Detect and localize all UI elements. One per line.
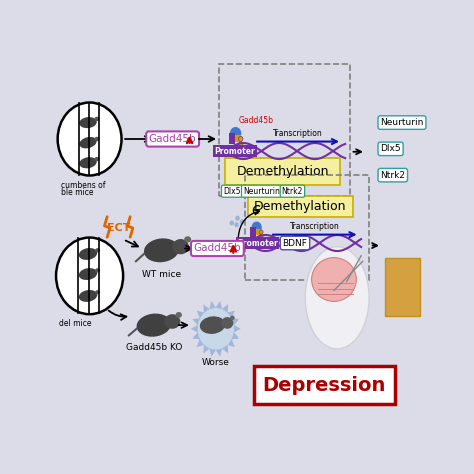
FancyBboxPatch shape	[385, 258, 420, 316]
FancyBboxPatch shape	[248, 196, 353, 218]
Circle shape	[240, 219, 244, 224]
Polygon shape	[222, 345, 228, 354]
Polygon shape	[192, 332, 200, 339]
Polygon shape	[191, 325, 198, 332]
Ellipse shape	[79, 157, 97, 168]
Polygon shape	[232, 318, 239, 325]
Circle shape	[259, 230, 263, 234]
Polygon shape	[192, 318, 200, 325]
Ellipse shape	[95, 248, 100, 253]
Text: Gadd45b: Gadd45b	[193, 244, 241, 254]
FancyBboxPatch shape	[250, 227, 256, 237]
Polygon shape	[232, 332, 239, 339]
Text: Ntrk2: Ntrk2	[282, 187, 303, 196]
Ellipse shape	[94, 137, 100, 141]
Ellipse shape	[137, 314, 171, 337]
Polygon shape	[228, 310, 235, 318]
FancyBboxPatch shape	[254, 366, 395, 404]
Ellipse shape	[184, 236, 191, 243]
Ellipse shape	[221, 317, 233, 329]
Text: Depression: Depression	[263, 376, 386, 395]
Circle shape	[252, 221, 262, 233]
Text: BDNF: BDNF	[283, 238, 308, 247]
Ellipse shape	[79, 137, 97, 148]
Ellipse shape	[305, 246, 369, 349]
Text: Gadd45b KO: Gadd45b KO	[126, 343, 182, 352]
Polygon shape	[222, 304, 228, 312]
FancyBboxPatch shape	[228, 133, 235, 144]
Ellipse shape	[94, 117, 100, 121]
Ellipse shape	[94, 157, 100, 161]
Text: Dlx5: Dlx5	[380, 145, 401, 154]
Circle shape	[230, 127, 241, 140]
Text: del mice: del mice	[59, 319, 92, 328]
Circle shape	[238, 142, 243, 147]
Text: Dlx5: Dlx5	[223, 187, 240, 196]
Circle shape	[58, 102, 121, 175]
Polygon shape	[210, 301, 216, 309]
Ellipse shape	[95, 290, 100, 294]
Text: Gadd45b: Gadd45b	[239, 117, 274, 126]
Text: ble mice: ble mice	[61, 188, 93, 197]
Circle shape	[56, 237, 123, 314]
Circle shape	[197, 308, 234, 350]
Text: Worse: Worse	[202, 358, 230, 367]
Ellipse shape	[173, 239, 189, 255]
Polygon shape	[228, 339, 235, 347]
Circle shape	[234, 222, 239, 228]
Text: Gadd45b: Gadd45b	[149, 134, 196, 144]
Text: WT mice: WT mice	[142, 270, 181, 279]
Text: Transcription: Transcription	[290, 222, 340, 231]
Text: Neurturin: Neurturin	[243, 187, 280, 196]
Polygon shape	[234, 325, 241, 332]
Ellipse shape	[175, 312, 182, 318]
Text: Promoter: Promoter	[237, 238, 278, 247]
Circle shape	[238, 137, 243, 142]
Polygon shape	[203, 304, 210, 312]
Ellipse shape	[311, 258, 356, 301]
Ellipse shape	[79, 248, 97, 260]
Text: c: c	[251, 202, 259, 218]
Polygon shape	[216, 301, 222, 309]
Polygon shape	[197, 310, 204, 318]
Ellipse shape	[79, 290, 97, 302]
Ellipse shape	[79, 117, 97, 128]
Ellipse shape	[200, 316, 225, 334]
Circle shape	[259, 235, 263, 239]
Ellipse shape	[230, 316, 235, 320]
Ellipse shape	[95, 268, 100, 273]
Polygon shape	[197, 339, 204, 347]
Ellipse shape	[79, 268, 97, 280]
Text: Neurturin: Neurturin	[380, 118, 424, 127]
Ellipse shape	[144, 238, 179, 262]
Text: Transcription: Transcription	[273, 129, 323, 138]
Text: Demethylation: Demethylation	[254, 200, 346, 213]
FancyBboxPatch shape	[256, 229, 261, 235]
Ellipse shape	[164, 314, 180, 329]
Text: Ntrk2: Ntrk2	[380, 171, 405, 180]
Polygon shape	[216, 349, 222, 357]
Polygon shape	[203, 345, 210, 354]
FancyBboxPatch shape	[235, 135, 241, 142]
Circle shape	[235, 216, 240, 221]
Circle shape	[229, 220, 234, 226]
Text: ECT: ECT	[107, 223, 130, 233]
Text: Promoter: Promoter	[215, 146, 255, 155]
Text: cumbens of: cumbens of	[61, 181, 105, 190]
Text: Demethylation: Demethylation	[237, 165, 329, 178]
FancyBboxPatch shape	[225, 158, 340, 185]
Polygon shape	[210, 349, 216, 357]
